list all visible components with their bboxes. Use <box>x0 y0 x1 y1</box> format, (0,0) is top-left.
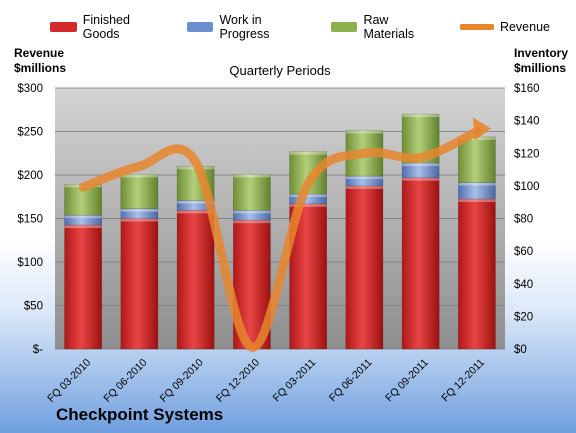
bar-cap-finished-goods <box>120 218 158 222</box>
bar-cap-work-in-progress <box>233 210 271 214</box>
right-tick-label: $40 <box>514 279 533 291</box>
bar-finished-goods <box>120 218 159 350</box>
legend-swatch-revenue <box>459 24 494 30</box>
bar-cap-finished-goods <box>345 185 383 189</box>
bar-work-in-progress <box>64 214 102 226</box>
bar-cap-work-in-progress <box>402 163 440 167</box>
bar-cap-finished-goods <box>64 225 102 229</box>
legend-item-raw-materials: Raw Materials <box>330 13 434 41</box>
left-tick-label: $50 <box>24 301 43 313</box>
bar-cap-work-in-progress <box>177 200 215 204</box>
x-tick-label: FQ 03-2010 <box>45 357 93 405</box>
right-axis-title-line1: Inventory <box>514 46 569 60</box>
bar-raw-materials <box>233 174 271 211</box>
left-tick-label: $300 <box>17 83 43 95</box>
x-tick-label: FQ 12-2011 <box>439 357 487 405</box>
bar-finished-goods <box>401 177 440 350</box>
bar-cap-finished-goods <box>177 210 215 214</box>
left-axis-title-line2: $millions <box>14 61 67 75</box>
chart-title: Quarterly Periods <box>229 63 331 78</box>
left-tick-label: $200 <box>17 170 43 182</box>
bar-cap-raw-materials <box>289 151 327 155</box>
bar-finished-goods <box>64 224 102 350</box>
bar-finished-goods <box>458 198 496 350</box>
bar-cap-finished-goods <box>289 203 327 207</box>
legend-item-work-in-progress: Work in Progress <box>186 13 305 41</box>
right-tick-label: $140 <box>514 116 540 128</box>
bar-cap-raw-materials <box>345 130 383 134</box>
bar-cap-work-in-progress <box>458 182 496 186</box>
legend-item-finished-goods: Finished Goods <box>50 13 161 41</box>
x-tick-label: FQ 09-2010 <box>158 357 206 405</box>
left-tick-label: $100 <box>17 257 43 269</box>
bar-finished-goods <box>345 185 384 350</box>
left-axis-title: Revenue $millions <box>14 46 66 76</box>
left-tick-label: $150 <box>17 214 43 226</box>
legend-item-revenue: Revenue <box>459 13 550 41</box>
bar-cap-finished-goods <box>458 198 496 202</box>
company-name: Checkpoint Systems <box>56 405 224 424</box>
legend-label-raw-materials: Raw Materials <box>363 13 415 41</box>
left-tick-label: $250 <box>17 127 43 139</box>
right-tick-label: $120 <box>514 148 540 160</box>
x-tick-label: FQ 12-2010 <box>214 357 262 405</box>
bar-finished-goods <box>176 210 215 350</box>
x-tick-label: FQ 03-2011 <box>271 357 319 405</box>
right-tick-label: $0 <box>514 344 527 356</box>
bar-cap-finished-goods <box>233 220 271 224</box>
right-tick-label: $160 <box>514 83 540 95</box>
bar-cap-raw-materials <box>233 174 271 178</box>
right-tick-label: $80 <box>514 214 533 226</box>
revenue-line <box>78 127 482 352</box>
legend-swatch-finished-goods <box>50 22 77 32</box>
bar-cap-work-in-progress <box>289 194 327 198</box>
bar-cap-work-in-progress <box>345 176 383 180</box>
right-axis-title: Inventory $millions <box>514 46 568 76</box>
legend: Finished Goods Work in Progress Raw Mate… <box>50 13 576 41</box>
bar-cap-raw-materials <box>120 174 158 178</box>
legend-swatch-work-in-progress <box>186 22 214 32</box>
bar-raw-materials <box>458 136 496 183</box>
legend-label-revenue: Revenue <box>499 20 550 34</box>
bar-cap-raw-materials <box>402 114 440 118</box>
right-tick-label: $100 <box>514 181 540 193</box>
x-tick-label: FQ 06-2011 <box>327 357 375 405</box>
right-axis-title-line2: $millions <box>514 61 567 75</box>
x-tick-label: FQ 06-2010 <box>101 357 149 405</box>
revenue-arrowhead <box>472 117 491 141</box>
left-tick-label: $- <box>33 344 43 356</box>
bar-cap-work-in-progress <box>120 208 158 212</box>
left-axis-title-line1: Revenue <box>14 46 65 60</box>
right-tick-label: $20 <box>514 311 533 323</box>
right-tick-label: $60 <box>514 246 533 258</box>
bar-cap-work-in-progress <box>64 215 102 219</box>
legend-label-finished-goods: Finished Goods <box>82 13 130 41</box>
bar-cap-finished-goods <box>402 177 440 181</box>
legend-swatch-raw-materials <box>330 22 358 32</box>
x-tick-label: FQ 09-2011 <box>383 357 431 405</box>
legend-label-work-in-progress: Work in Progress <box>219 13 270 41</box>
bar-raw-materials <box>120 174 159 210</box>
